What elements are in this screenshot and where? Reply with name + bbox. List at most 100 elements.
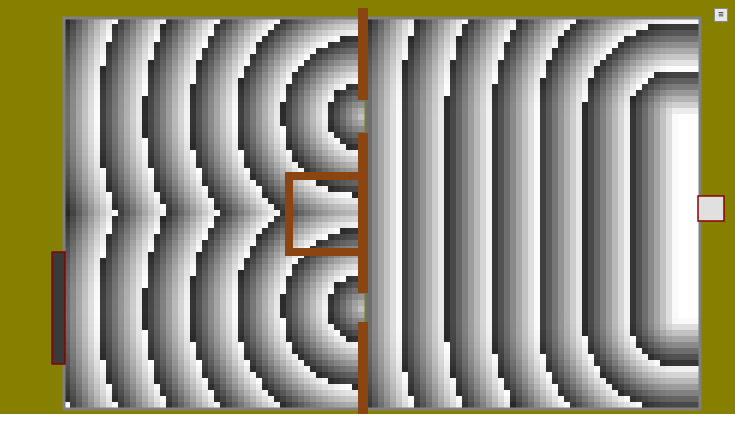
wave-cell — [166, 258, 173, 265]
wave-cell — [420, 24, 427, 31]
wave-cell — [334, 312, 341, 319]
wave-cell — [286, 72, 293, 79]
wave-cell — [160, 150, 167, 157]
wave-cell — [304, 18, 311, 25]
wave-cell — [492, 18, 499, 25]
wave-cell — [372, 324, 379, 331]
wave-cell — [366, 78, 373, 85]
wave-cell — [196, 48, 203, 55]
wave-cell — [316, 132, 323, 139]
wave-cell — [268, 144, 275, 151]
wave-cell — [378, 228, 385, 235]
wave-cell — [70, 324, 77, 331]
wave-cell — [208, 264, 215, 271]
wave-cell — [160, 78, 167, 85]
wave-cell — [130, 18, 137, 25]
wave-cell — [292, 162, 299, 169]
wave-cell — [130, 246, 137, 253]
wave-cell — [82, 270, 89, 277]
wave-cell — [432, 198, 439, 205]
wave-cell — [244, 324, 251, 331]
wave-cell — [244, 336, 251, 343]
wave-cell — [202, 312, 209, 319]
wave-cell — [372, 144, 379, 151]
wave-cell — [142, 126, 149, 133]
wave-cell — [378, 36, 385, 43]
wave-cell — [486, 282, 493, 289]
wave-cell — [444, 24, 451, 31]
wave-cell — [456, 138, 463, 145]
wave-cell — [340, 42, 347, 49]
wave-cell — [94, 252, 101, 259]
wave-cell — [510, 234, 517, 241]
wave-cell — [256, 192, 263, 199]
wave-cell — [396, 66, 403, 73]
wave-cell — [100, 78, 107, 85]
wave-cell — [166, 150, 173, 157]
wave-cell — [106, 90, 113, 97]
wave-cell — [274, 294, 281, 301]
wave-cell — [130, 96, 137, 103]
wave-cell — [426, 102, 433, 109]
wave-cell — [310, 66, 317, 73]
wave-cell — [298, 180, 305, 187]
wave-cell — [328, 150, 335, 157]
wave-cell — [136, 24, 143, 31]
wave-cell — [408, 156, 415, 163]
wave-cell — [340, 282, 347, 289]
wave-cell — [352, 78, 359, 85]
wave-cell — [510, 288, 517, 295]
wave-cell — [402, 372, 409, 379]
wave-cell — [328, 228, 335, 235]
wave-cell — [462, 18, 469, 25]
wave-cell — [486, 24, 493, 31]
wave-cell — [316, 210, 323, 217]
wave-cell — [480, 216, 487, 223]
wave-cell — [328, 132, 335, 139]
wave-cell — [88, 72, 95, 79]
wave-cell — [334, 240, 341, 247]
wave-cell — [390, 270, 397, 277]
wave-cell — [166, 300, 173, 307]
wave-cell — [486, 72, 493, 79]
wave-cell — [148, 300, 155, 307]
wave-cell — [82, 294, 89, 301]
wave-cell — [492, 180, 499, 187]
wave-cell — [274, 396, 281, 403]
wave-cell — [178, 204, 185, 211]
wave-cell — [244, 84, 251, 91]
wave-cell — [202, 288, 209, 295]
wave-cell — [462, 366, 469, 373]
wave-cell — [142, 180, 149, 187]
wave-cell — [130, 390, 137, 397]
wave-cell — [304, 144, 311, 151]
wave-cell — [432, 78, 439, 85]
wave-cell — [82, 396, 89, 403]
wave-cell — [498, 72, 505, 79]
wave-cell — [82, 264, 89, 271]
wave-cell — [100, 30, 107, 37]
wave-cell — [130, 270, 137, 277]
wave-cell — [372, 348, 379, 355]
wave-cell — [334, 126, 341, 133]
wave-cell — [100, 336, 107, 343]
wave-cell — [450, 282, 457, 289]
wave-cell — [504, 366, 511, 373]
wave-cell — [292, 108, 299, 115]
wave-cell — [94, 54, 101, 61]
wave-cell — [166, 294, 173, 301]
wave-cell — [256, 354, 263, 361]
wave-cell — [166, 204, 173, 211]
wave-cell — [118, 318, 125, 325]
wave-cell — [498, 180, 505, 187]
wave-cell — [486, 144, 493, 151]
wave-cell — [510, 300, 517, 307]
wave-cell — [462, 66, 469, 73]
wave-cell — [316, 342, 323, 349]
wave-cell — [256, 288, 263, 295]
wave-cell — [366, 180, 373, 187]
wave-cell — [154, 258, 161, 265]
wave-cell — [420, 234, 427, 241]
wave-cell — [64, 204, 71, 211]
